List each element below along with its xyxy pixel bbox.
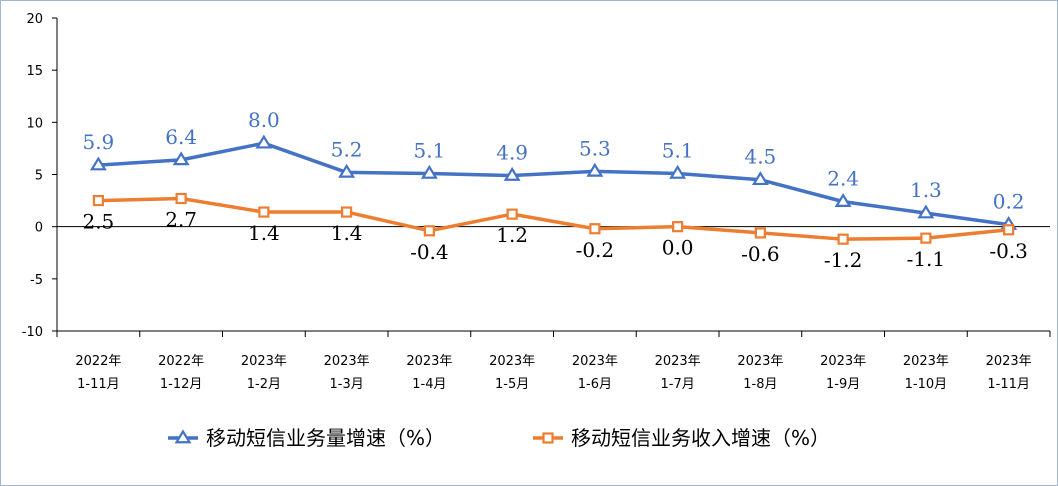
- data-label: -1.1: [907, 247, 946, 271]
- series-line: [98, 143, 1008, 224]
- x-tick-label: 2023年: [406, 354, 452, 369]
- data-point: [839, 235, 848, 244]
- data-label: 4.5: [744, 145, 776, 169]
- y-tick-label: 20: [26, 12, 43, 27]
- x-tick-label: 2023年: [572, 354, 618, 369]
- y-tick-label: 10: [26, 116, 43, 131]
- data-point: [342, 208, 351, 217]
- data-point: [177, 194, 186, 203]
- data-label: -0.3: [989, 239, 1028, 263]
- x-tick-label: 1-7月: [661, 377, 695, 392]
- data-label: 5.1: [662, 138, 694, 162]
- data-label: 1.2: [496, 223, 528, 247]
- x-tick-label: 2023年: [820, 354, 866, 369]
- x-tick-label: 2023年: [489, 354, 535, 369]
- data-label: 8.0: [248, 108, 280, 132]
- data-label: 0.0: [662, 236, 694, 260]
- x-tick-label: 1-10月: [905, 377, 948, 392]
- y-tick-label: -5: [30, 273, 43, 288]
- data-label: 1.4: [248, 221, 280, 245]
- x-tick-label: 1-3月: [330, 377, 364, 392]
- x-tick-label: 2023年: [324, 354, 370, 369]
- x-tick-label: 2022年: [75, 354, 121, 369]
- x-tick-label: 1-5月: [495, 377, 529, 392]
- y-tick-label: 0: [35, 221, 43, 236]
- x-tick-label: 1-11月: [987, 377, 1030, 392]
- x-tick-label: 1-9月: [826, 377, 860, 392]
- legend-label: 移动短信业务收入增速（%）: [571, 426, 830, 450]
- y-tick-label: -10: [22, 325, 43, 340]
- data-label: -0.4: [410, 240, 449, 264]
- data-point: [673, 222, 682, 231]
- data-point: [590, 224, 599, 233]
- x-tick-label: 1-8月: [743, 377, 777, 392]
- data-point: [94, 196, 103, 205]
- data-label: -0.6: [741, 242, 780, 266]
- data-label: 5.1: [413, 138, 445, 162]
- legend-label: 移动短信业务量增速（%）: [206, 426, 445, 450]
- data-label: 2.7: [165, 207, 197, 231]
- x-tick-label: 2023年: [986, 354, 1032, 369]
- x-tick-label: 1-4月: [412, 377, 446, 392]
- x-tick-label: 1-12月: [160, 377, 203, 392]
- data-label: 6.4: [165, 125, 197, 149]
- x-tick-label: 2023年: [737, 354, 783, 369]
- data-label: 5.2: [331, 137, 363, 161]
- data-label: 5.9: [82, 130, 114, 154]
- data-label: -0.2: [576, 238, 615, 262]
- data-point: [508, 210, 517, 219]
- data-label: 2.4: [827, 167, 859, 191]
- x-tick-label: 1-2月: [247, 377, 281, 392]
- x-tick-label: 2022年: [158, 354, 204, 369]
- x-tick-label: 2023年: [241, 354, 287, 369]
- y-tick-label: 5: [35, 169, 43, 184]
- x-tick-label: 1-11月: [77, 377, 120, 392]
- data-label: 0.2: [993, 190, 1025, 214]
- data-label: 2.5: [82, 210, 114, 234]
- data-label: -1.2: [824, 248, 863, 272]
- data-label: 1.4: [331, 221, 363, 245]
- x-tick-label: 2023年: [655, 354, 701, 369]
- data-label: 1.3: [910, 178, 942, 202]
- data-point: [921, 234, 930, 243]
- data-point: [259, 208, 268, 217]
- x-tick-label: 1-6月: [578, 377, 612, 392]
- data-point: [257, 137, 270, 148]
- data-label: 4.9: [496, 141, 528, 165]
- data-point: [1004, 225, 1013, 234]
- data-label: 5.3: [579, 136, 611, 160]
- data-point: [425, 226, 434, 235]
- y-tick-label: 15: [26, 64, 43, 79]
- x-tick-label: 2023年: [903, 354, 949, 369]
- data-point: [756, 228, 765, 237]
- legend-marker: [544, 434, 553, 443]
